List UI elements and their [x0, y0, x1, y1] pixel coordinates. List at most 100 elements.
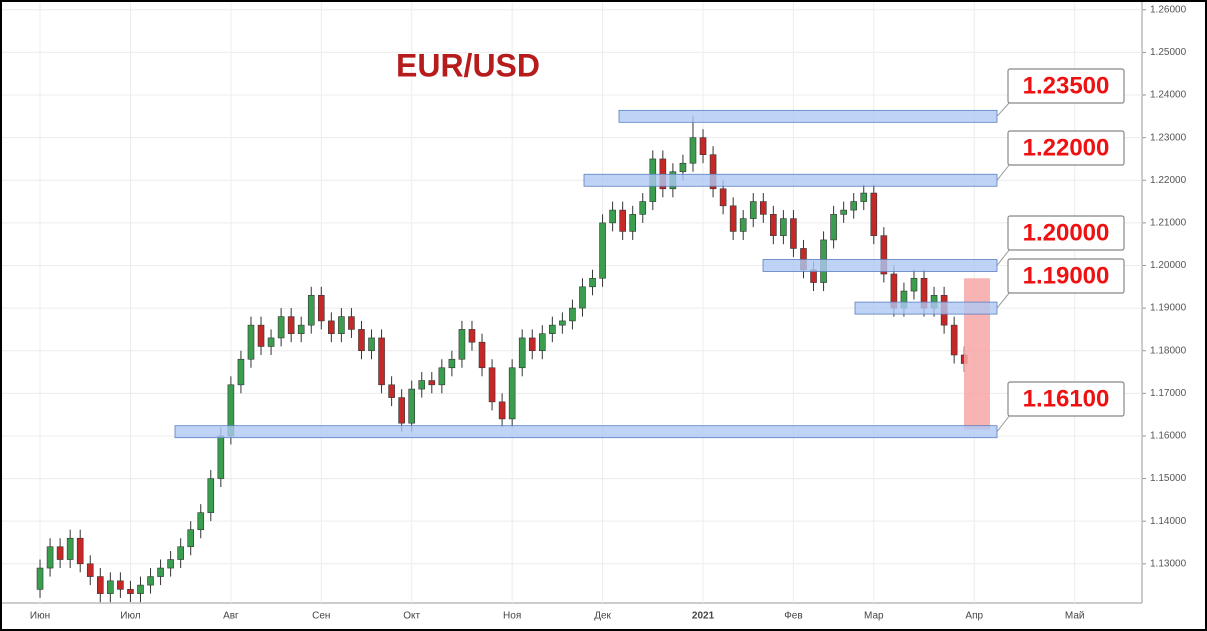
candle-body [780, 218, 787, 236]
candle-body [468, 329, 476, 343]
candle-body [368, 337, 375, 352]
level-label-box [1007, 258, 1125, 294]
level-label: 1.16100 [1023, 385, 1110, 412]
candle-body [127, 589, 134, 594]
level-label-box [1007, 130, 1125, 166]
candle-body [579, 286, 586, 309]
level-leader [996, 101, 1011, 117]
candle-body [107, 580, 114, 594]
candle-body [599, 222, 606, 279]
y-tick-label: 1.23000 [1150, 132, 1187, 143]
level-zone [174, 425, 998, 439]
level-label: 1.19000 [1023, 262, 1110, 289]
x-tick-label: Авг [223, 611, 239, 622]
candle-body [860, 192, 868, 202]
candle-body [428, 380, 436, 386]
candle-body [328, 320, 335, 334]
level-label-box [1007, 215, 1125, 251]
candle-body [559, 320, 566, 326]
candle-body [378, 337, 385, 386]
candle-body [197, 512, 205, 531]
y-tick-label: 1.19000 [1150, 303, 1187, 314]
candle-body [609, 209, 616, 224]
candle-body [277, 316, 285, 339]
candle-body [237, 358, 245, 386]
level-zone [854, 301, 998, 315]
candle-body [729, 205, 737, 232]
level-label-box [1007, 381, 1125, 417]
candle-body [137, 584, 144, 594]
y-tick-label: 1.26000 [1150, 4, 1187, 15]
level-leader [996, 163, 1011, 181]
y-tick-label: 1.22000 [1150, 175, 1187, 186]
candle-body [689, 137, 697, 164]
y-tick-label: 1.13000 [1150, 558, 1187, 569]
candle-body [398, 397, 405, 424]
level-label: 1.22000 [1023, 134, 1110, 161]
x-tick-label: Ноя [503, 611, 521, 622]
level-zone [762, 259, 998, 272]
x-tick-label: Окт [403, 611, 420, 622]
x-tick-label: 2021 [692, 611, 715, 622]
y-tick-label: 1.17000 [1150, 388, 1187, 399]
y-tick-label: 1.15000 [1150, 473, 1187, 484]
candle-body [679, 162, 687, 173]
candle-body [86, 563, 94, 577]
candle-body [739, 218, 747, 232]
level-label: 1.20000 [1023, 219, 1110, 246]
level-label-box [1007, 68, 1125, 104]
candle-body [117, 580, 124, 590]
candle-body [217, 435, 225, 479]
candle-body [639, 201, 647, 215]
level-zone [618, 109, 998, 123]
candle-body [850, 201, 858, 211]
y-tick-label: 1.18000 [1150, 345, 1187, 356]
candle-body [147, 576, 154, 586]
candle-body [498, 401, 506, 420]
candle-body [167, 559, 174, 569]
projection-zone [964, 278, 990, 430]
candle-body [287, 316, 295, 334]
candle-body [840, 209, 847, 215]
candle-body [629, 214, 637, 232]
candle-body [569, 307, 576, 322]
candle-body [950, 324, 958, 356]
candle-body [549, 324, 556, 334]
candle-body [709, 154, 717, 190]
candle-body [478, 341, 486, 369]
candle-body [358, 329, 365, 352]
candle-body [157, 567, 164, 577]
candle-body [880, 235, 888, 275]
candle-body [589, 277, 596, 288]
candle-body [257, 324, 265, 347]
y-tick-label: 1.20000 [1150, 260, 1187, 271]
candle-body [307, 295, 315, 326]
candle-body [458, 329, 466, 360]
candle-body [488, 367, 496, 403]
y-tick-label: 1.25000 [1150, 47, 1187, 58]
candle-body [207, 478, 215, 513]
candle-body [388, 384, 395, 398]
x-tick-label: Сен [312, 611, 330, 622]
x-tick-label: Май [1065, 611, 1085, 622]
candle-body [267, 337, 275, 347]
y-tick-label: 1.24000 [1150, 90, 1187, 101]
x-tick-label: Дек [594, 611, 611, 622]
candle-body [46, 546, 54, 569]
y-tick-label: 1.21000 [1150, 218, 1187, 229]
candle-body [418, 380, 426, 390]
x-tick-label: Июн [30, 611, 50, 622]
candle-body [408, 388, 416, 424]
candle-body [528, 337, 536, 352]
candle-body [338, 316, 345, 334]
candle-body [759, 201, 767, 215]
candle-body [297, 324, 305, 334]
candle-body [66, 537, 74, 560]
candle-body [719, 188, 727, 207]
candle-body [448, 358, 456, 369]
candle-body [699, 137, 707, 155]
candle-body [749, 201, 757, 219]
candle-body [317, 295, 325, 322]
x-tick-label: Июл [120, 611, 140, 622]
